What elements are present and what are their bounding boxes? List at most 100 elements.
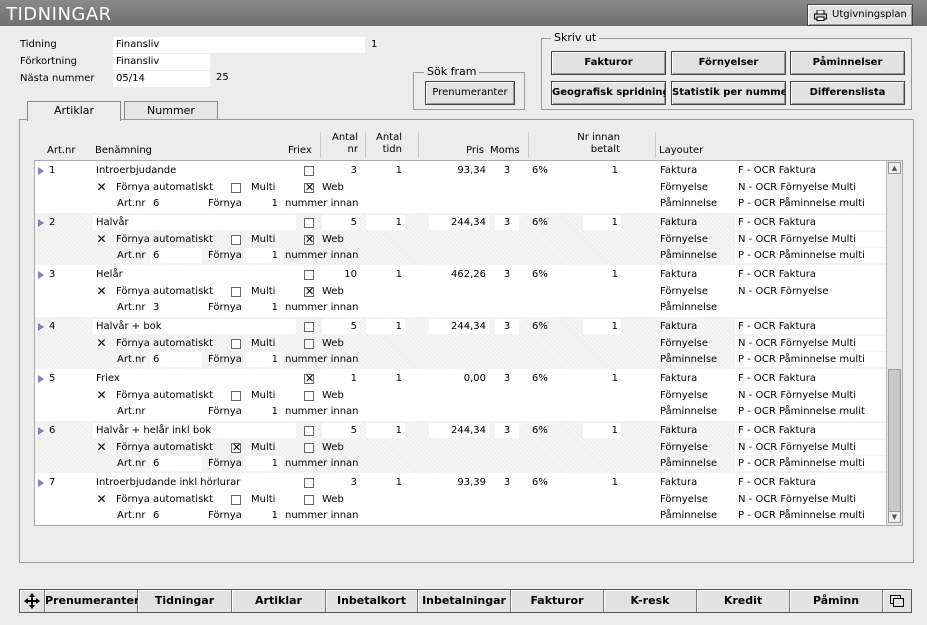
- row-benamning-field[interactable]: Halvår + helår inkl bok: [93, 423, 296, 438]
- row-benamning-field[interactable]: Introerbjudande: [93, 163, 296, 178]
- row-fornya-antal-field[interactable]: 1: [245, 352, 281, 367]
- row-web-checkbox[interactable]: [304, 339, 314, 349]
- row-layout-fornyelse-field[interactable]: N - OCR Förnyelse Multi: [735, 336, 886, 351]
- row-fornya-antal-field[interactable]: 1: [245, 404, 281, 419]
- row-multi-checkbox[interactable]: [231, 235, 241, 245]
- differenslista-button[interactable]: Differenslista: [790, 81, 905, 105]
- row-fornya-auto-checkbox[interactable]: ✕: [96, 284, 107, 298]
- row-layout-fornyelse-field[interactable]: N - OCR Förnyelse Multi: [735, 440, 886, 455]
- table-row[interactable]: 7 Introerbjudande inkl hörlurar 3 1 93,39 3 6%…: [35, 473, 886, 525]
- row-friex-checkbox[interactable]: [304, 218, 314, 228]
- table-row[interactable]: 4 Halvår + bok 5 1 244,34 3 6% 1 Faktura Förnyels…: [35, 317, 886, 369]
- nav-tidningar[interactable]: Tidningar: [138, 590, 232, 612]
- row-web-checkbox[interactable]: [304, 285, 314, 299]
- statistik-per-nummer-button[interactable]: Statistik per nummer: [671, 81, 786, 105]
- move-icon[interactable]: [20, 590, 45, 612]
- fakturor-print-button[interactable]: Fakturor: [551, 51, 666, 75]
- row-friex-checkbox[interactable]: [304, 478, 314, 488]
- row-nr-innan-field[interactable]: 1: [583, 423, 621, 438]
- row-fornya-antal-field[interactable]: 1: [245, 300, 281, 315]
- tab-nummer[interactable]: Nummer: [124, 101, 218, 119]
- row-antal-tidn-field[interactable]: 1: [366, 215, 405, 230]
- nasta-nummer-field[interactable]: 05/14: [113, 71, 210, 87]
- row-friex-checkbox[interactable]: [304, 372, 314, 386]
- row-pris-field[interactable]: 93,39: [429, 475, 489, 490]
- row-moms-field[interactable]: 3: [495, 163, 519, 178]
- tidning-field[interactable]: Finansliv: [113, 37, 365, 53]
- row-layout-fornyelse-field[interactable]: N - OCR Förnyelse Multi: [735, 388, 886, 403]
- row-layout-paminnelse-field[interactable]: P - OCR Påminnelse multi: [735, 352, 886, 367]
- row-moms-field[interactable]: 3: [495, 423, 519, 438]
- row-fornya-auto-checkbox[interactable]: ✕: [96, 232, 107, 246]
- nav-inbetalningar[interactable]: Inbetalningar: [418, 590, 511, 612]
- row-nr-innan-field[interactable]: 1: [583, 267, 621, 282]
- row-antal-nr-field[interactable]: 1: [322, 371, 360, 386]
- nav-fakturor[interactable]: Fakturor: [511, 590, 604, 612]
- row-antal-tidn-field[interactable]: 1: [366, 267, 405, 282]
- row-benamning-field[interactable]: Helår: [93, 267, 296, 282]
- sok-prenumeranter-button[interactable]: Prenumeranter: [425, 81, 515, 105]
- row-multi-checkbox[interactable]: [231, 183, 241, 193]
- row-fornya-artnr-field[interactable]: 6: [150, 196, 202, 211]
- row-layout-faktura-field[interactable]: F - OCR Faktura: [735, 163, 886, 178]
- row-layout-faktura-field[interactable]: F - OCR Faktura: [735, 423, 886, 438]
- row-web-checkbox[interactable]: [304, 181, 314, 195]
- row-fornya-auto-checkbox[interactable]: ✕: [96, 440, 107, 454]
- row-layout-fornyelse-field[interactable]: N - OCR Förnyelse Multi: [735, 180, 886, 195]
- row-moms-field[interactable]: 3: [495, 475, 519, 490]
- vertical-scrollbar[interactable]: ▲ ▼: [886, 161, 902, 525]
- row-multi-checkbox[interactable]: [231, 441, 241, 455]
- row-benamning-field[interactable]: Introerbjudande inkl hörlurar: [93, 475, 296, 490]
- row-moms-field[interactable]: 3: [495, 319, 519, 334]
- row-fornya-antal-field[interactable]: 1: [245, 248, 281, 263]
- row-fornya-artnr-field[interactable]: 3: [150, 300, 202, 315]
- nav-artiklar[interactable]: Artiklar: [232, 590, 326, 612]
- row-benamning-field[interactable]: Halvår: [93, 215, 296, 230]
- row-antal-tidn-field[interactable]: 1: [366, 163, 405, 178]
- row-fornya-artnr-field[interactable]: [150, 404, 202, 419]
- row-fornya-auto-checkbox[interactable]: ✕: [96, 180, 107, 194]
- window-icon[interactable]: [883, 590, 911, 612]
- row-nr-innan-field[interactable]: 1: [583, 319, 621, 334]
- row-friex-checkbox[interactable]: [304, 270, 314, 280]
- row-layout-faktura-field[interactable]: F - OCR Faktura: [735, 215, 886, 230]
- nav-prenumeranter[interactable]: Prenumeranter: [45, 590, 139, 612]
- row-antal-nr-field[interactable]: 3: [322, 475, 360, 490]
- row-layout-fornyelse-field[interactable]: N - OCR Förnyelse: [735, 284, 886, 299]
- row-multi-checkbox[interactable]: [231, 287, 241, 297]
- row-nr-innan-field[interactable]: 1: [583, 475, 621, 490]
- table-row[interactable]: 5Friex110,0036%1FakturaFörnyelsePåminnel…: [35, 369, 886, 421]
- row-antal-tidn-field[interactable]: 1: [366, 371, 405, 386]
- row-nr-innan-field[interactable]: 1: [583, 371, 621, 386]
- row-layout-paminnelse-field[interactable]: [735, 300, 886, 315]
- row-layout-fornyelse-field[interactable]: N - OCR Förnyelse Multi: [735, 492, 886, 507]
- row-fornya-antal-field[interactable]: 1: [245, 456, 281, 471]
- row-layout-faktura-field[interactable]: F - OCR Faktura: [735, 475, 886, 490]
- row-fornya-auto-checkbox[interactable]: ✕: [96, 492, 107, 506]
- row-pris-field[interactable]: 244,34: [429, 319, 489, 334]
- row-web-checkbox[interactable]: [304, 391, 314, 401]
- table-row[interactable]: 1 Introerbjudande 3 1 93,34 3 6% 1 Faktura Förnye…: [35, 161, 886, 213]
- row-web-checkbox[interactable]: [304, 443, 314, 453]
- row-layout-paminnelse-field[interactable]: P - OCR Påminnelse multi: [735, 508, 886, 523]
- forkortning-field[interactable]: Finansliv: [113, 54, 210, 70]
- row-pris-field[interactable]: 0,00: [429, 371, 489, 386]
- row-layout-paminnelse-field[interactable]: P - OCR Påminnelse multi: [735, 248, 886, 263]
- row-layout-paminnelse-field[interactable]: P - OCR Påminnelse multi: [735, 456, 886, 471]
- row-nr-innan-field[interactable]: 1: [583, 215, 621, 230]
- row-antal-nr-field[interactable]: 10: [322, 267, 360, 282]
- nav-kredit[interactable]: Kredit: [697, 590, 790, 612]
- table-row[interactable]: 2 Halvår 5 1 244,34 3 6% 1 Faktura Förnyelse Påmin…: [35, 213, 886, 265]
- row-friex-checkbox[interactable]: [304, 426, 314, 436]
- row-layout-faktura-field[interactable]: F - OCR Faktura: [735, 319, 886, 334]
- row-fornya-antal-field[interactable]: 1: [245, 196, 281, 211]
- scroll-down-icon[interactable]: ▼: [888, 511, 901, 523]
- row-pris-field[interactable]: 244,34: [429, 423, 489, 438]
- row-antal-tidn-field[interactable]: 1: [366, 475, 405, 490]
- row-antal-nr-field[interactable]: 5: [322, 423, 360, 438]
- row-layout-paminnelse-field[interactable]: P - OCR Påminnelse mulit: [735, 404, 886, 419]
- paminnelser-print-button[interactable]: Påminnelser: [790, 51, 905, 75]
- row-fornya-artnr-field[interactable]: 6: [150, 456, 202, 471]
- row-pris-field[interactable]: 462,26: [429, 267, 489, 282]
- row-fornya-artnr-field[interactable]: 6: [150, 352, 202, 367]
